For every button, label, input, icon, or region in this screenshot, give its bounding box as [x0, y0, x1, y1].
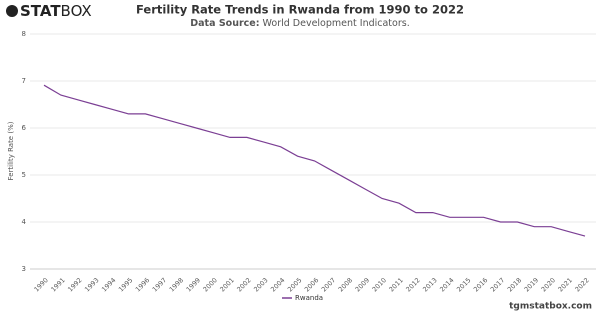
footer: tgmstatbox.com — [509, 302, 592, 312]
x-tick-label: 1995 — [117, 276, 134, 293]
x-tick-label: 2022 — [573, 276, 590, 293]
logo-light: BOX — [61, 2, 92, 20]
subtitle-label: Data Source: — [190, 18, 259, 29]
logo: STATBOX — [6, 2, 92, 20]
x-tick-label: 2017 — [489, 276, 506, 293]
x-tick-label: 2019 — [523, 276, 540, 293]
x-tick-label: 2013 — [421, 276, 438, 293]
x-tick-label: 2021 — [557, 276, 574, 293]
x-tick-label: 1998 — [168, 276, 185, 293]
chart-title: Fertility Rate Trends in Rwanda from 199… — [136, 3, 464, 17]
x-tick-label: 2000 — [202, 276, 219, 293]
x-tick-label: 1993 — [83, 276, 100, 293]
x-tick-label: 1994 — [100, 276, 117, 293]
x-tick-label: 1996 — [134, 276, 151, 293]
x-tick-label: 2014 — [438, 276, 455, 293]
legend-label: Rwanda — [295, 294, 323, 302]
x-tick-label: 2006 — [303, 276, 320, 293]
x-tick-label: 2001 — [218, 276, 235, 293]
x-tick-label: 2010 — [371, 276, 388, 293]
x-tick-label: 2011 — [388, 276, 405, 293]
x-tick-label: 2005 — [286, 276, 303, 293]
x-tick-label: 2002 — [235, 276, 252, 293]
x-tick-label: 2009 — [354, 276, 371, 293]
x-tick-label: 2012 — [404, 276, 421, 293]
y-tick-label: 5 — [22, 171, 26, 179]
x-tick-label: 2004 — [269, 276, 286, 293]
x-tick-label: 2007 — [320, 276, 337, 293]
y-tick-label: 6 — [22, 124, 27, 132]
y-tick-label: 7 — [22, 77, 26, 85]
x-tick-label: 2020 — [540, 276, 557, 293]
logo-text: STATBOX — [20, 2, 92, 20]
x-tick-label: 2008 — [337, 276, 354, 293]
x-tick-label: 1997 — [151, 276, 168, 293]
data-line — [43, 84, 586, 237]
y-tick-label: 8 — [22, 30, 26, 38]
logo-icon — [6, 5, 18, 17]
x-tick-label: 1991 — [49, 276, 66, 293]
x-tick-label: 1999 — [185, 276, 202, 293]
x-tick-label: 2016 — [472, 276, 489, 293]
logo-bold: STAT — [20, 2, 61, 20]
y-tick-label: 3 — [22, 265, 26, 273]
y-axis-label: Fertility Rate (%) — [7, 121, 15, 180]
chart-subtitle: Data Source: World Development Indicator… — [190, 18, 409, 29]
subtitle-text: World Development Indicators. — [263, 18, 410, 29]
x-tick-label: 1990 — [32, 276, 49, 293]
x-tick-label: 1992 — [66, 276, 83, 293]
x-tick-label: 2015 — [455, 276, 472, 293]
x-tick-label: 2003 — [252, 276, 269, 293]
x-tick-label: 2018 — [506, 276, 523, 293]
y-tick-label: 4 — [22, 218, 27, 226]
